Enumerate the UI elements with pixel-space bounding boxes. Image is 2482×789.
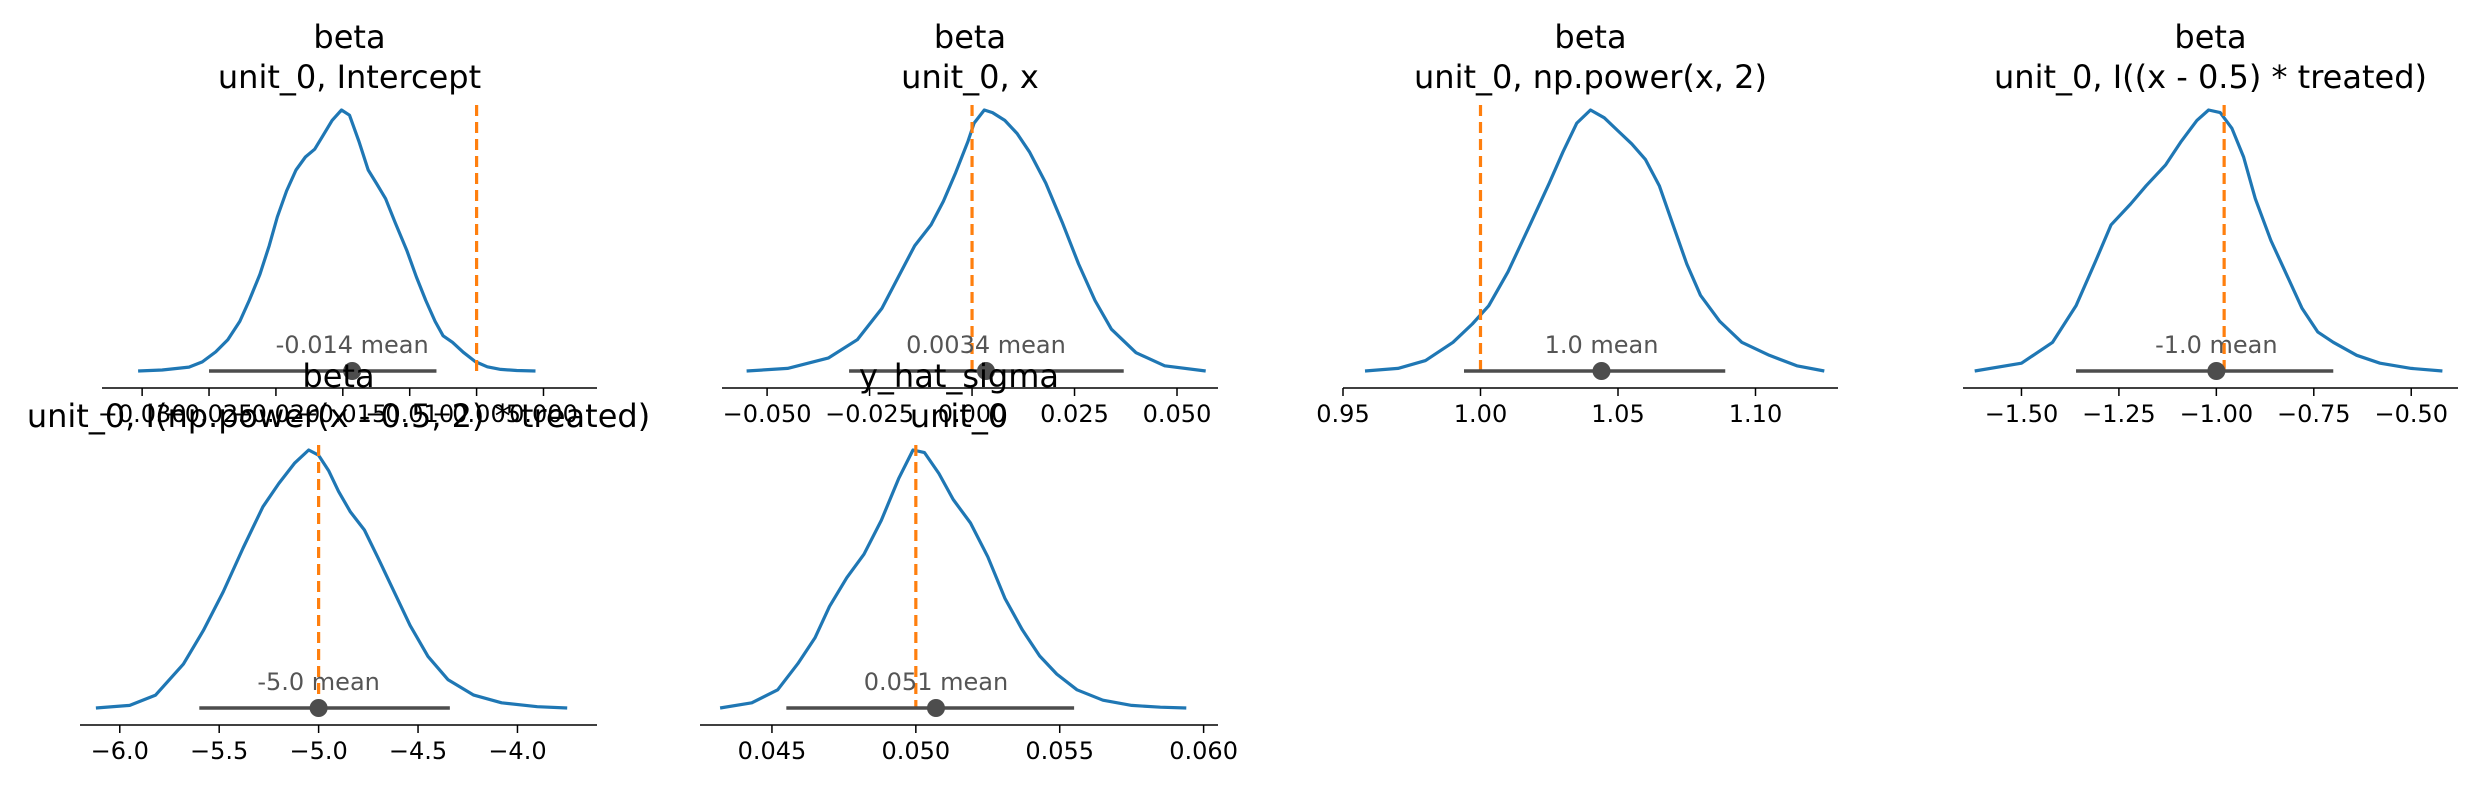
subplot-title-line: beta	[934, 18, 1006, 56]
mean-label: 0.051 mean	[864, 668, 1008, 696]
x-tick-label: 0.055	[1025, 737, 1094, 765]
x-tick-label: −0.050	[723, 400, 812, 428]
mean-label: -0.014 mean	[276, 331, 429, 359]
mean-label: -1.0 mean	[2155, 331, 2278, 359]
subplot-title-line: unit_0	[910, 397, 1008, 435]
x-tick-label: 0.95	[1316, 400, 1369, 428]
subplot-title-line: unit_0, np.power(x, 2)	[1414, 58, 1767, 96]
x-tick-label: 1.10	[1729, 400, 1782, 428]
mean-label: 0.0034 mean	[906, 331, 1066, 359]
density-curve	[719, 448, 1187, 710]
x-tick-label: −1.25	[2082, 400, 2156, 428]
x-tick-label: −0.75	[2277, 400, 2351, 428]
x-tick-label: 0.025	[1040, 400, 1109, 428]
x-tick-label: 0.000	[509, 400, 578, 428]
x-tick-label: 0.050	[1143, 400, 1212, 428]
x-tick-label: 1.05	[1591, 400, 1644, 428]
x-tick-label: −6.0	[91, 737, 149, 765]
x-tick-label: 0.000	[938, 400, 1007, 428]
subplot-title-line: beta	[1554, 18, 1626, 56]
subplot-title-line: y_hat_sigma	[859, 357, 1059, 395]
x-tick-label: −1.50	[1985, 400, 2059, 428]
mean-point	[926, 699, 945, 717]
x-tick-label: −0.030	[98, 400, 187, 428]
x-tick-label: 1.00	[1454, 400, 1507, 428]
x-tick-label: −4.0	[488, 737, 546, 765]
x-tick-label: −0.025	[825, 400, 914, 428]
x-tick-label: 0.050	[881, 737, 950, 765]
x-tick-label: −0.015	[298, 400, 387, 428]
density-curve	[1974, 108, 2443, 373]
subplot-title-line: beta	[313, 18, 385, 56]
mean-point	[309, 699, 328, 717]
mean-point	[976, 362, 995, 380]
subplot-title-line: unit_0, I((x - 0.5) * treated)	[1994, 58, 2427, 96]
x-tick-label: −0.005	[432, 400, 521, 428]
subplot-title-line: beta	[302, 357, 374, 395]
mean-point	[343, 362, 362, 380]
x-tick-label: −0.50	[2374, 400, 2448, 428]
subplot-title-line: unit_0, Intercept	[218, 58, 481, 96]
mean-label: -5.0 mean	[257, 668, 380, 696]
x-tick-label: −4.5	[389, 737, 447, 765]
x-tick-label: 0.060	[1169, 737, 1238, 765]
x-tick-label: −0.020	[232, 400, 321, 428]
x-tick-label: −5.5	[190, 737, 248, 765]
x-tick-label: −5.0	[289, 737, 347, 765]
density-curve	[746, 108, 1206, 373]
x-tick-label: −1.00	[2180, 400, 2254, 428]
density-curve	[1364, 108, 1825, 373]
x-tick-label: 0.045	[738, 737, 807, 765]
mean-point	[1592, 362, 1611, 380]
subplot-title-line: beta	[2174, 18, 2246, 56]
subplot-title-line: unit_0, I(np.power(x - 0.5, 2) * treated…	[27, 397, 650, 435]
mean-label: 1.0 mean	[1545, 331, 1659, 359]
x-tick-label: −0.025	[165, 400, 254, 428]
mean-point	[2207, 362, 2226, 380]
subplot-title-line: unit_0, x	[901, 58, 1039, 96]
density-curve	[95, 448, 568, 710]
density-curve	[138, 108, 536, 373]
x-tick-label: −0.010	[365, 400, 454, 428]
